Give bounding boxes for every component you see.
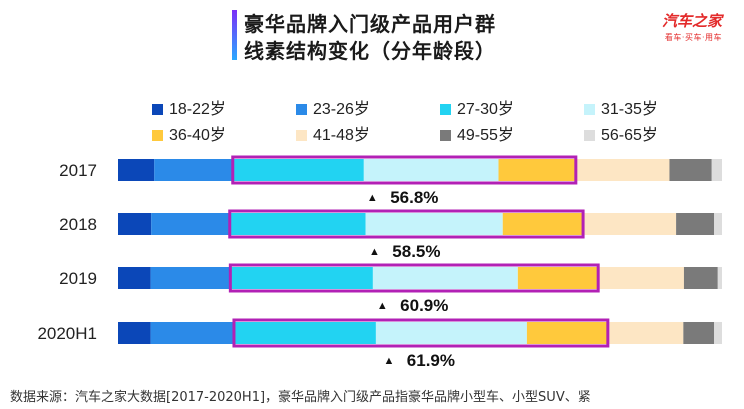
bar-segment — [717, 267, 722, 289]
bar-segment — [154, 159, 233, 181]
bar-segment — [575, 159, 670, 181]
bar-segment — [150, 322, 234, 344]
bar-segment — [229, 213, 366, 235]
legend-label: 41-48岁 — [313, 126, 370, 144]
legend-swatch — [584, 130, 595, 141]
highlight-frame — [231, 155, 578, 185]
category-label: 2019 — [59, 269, 97, 288]
bar-segment — [711, 159, 722, 181]
data-source-note: 数据来源：汽车之家大数据[2017-2020H1]，豪华品牌入门级产品指豪华品牌… — [10, 390, 591, 405]
bar-segment — [714, 213, 722, 235]
annotation-value: 56.8% — [390, 188, 438, 207]
autohome-logo: 汽车之家 看车·买车·用车 — [662, 10, 722, 43]
legend-label: 56-65岁 — [601, 126, 658, 144]
legend-swatch — [584, 104, 595, 115]
bar-segment — [150, 267, 231, 289]
annotation-marker: ▲ — [377, 300, 388, 312]
bar-segment — [118, 322, 151, 344]
legend-swatch — [440, 104, 451, 115]
category-label: 2017 — [59, 161, 97, 180]
legend-swatch — [152, 130, 163, 141]
bar-segment — [365, 213, 503, 235]
bar-segment — [683, 322, 715, 344]
bar-segment — [607, 322, 684, 344]
bar-segment — [118, 159, 155, 181]
legend-swatch — [440, 130, 451, 141]
legend-swatch — [152, 104, 163, 115]
title-accent-bar — [232, 10, 237, 60]
annotation-marker: ▲ — [367, 192, 378, 204]
bar-segment — [714, 322, 722, 344]
category-label: 2020H1 — [37, 324, 97, 343]
bar-segment — [375, 322, 527, 344]
bar-segment — [118, 213, 152, 235]
title-line-1: 豪华品牌入门级产品用户群 — [244, 12, 496, 36]
legend-label: 18-22岁 — [169, 100, 226, 118]
highlight-frame — [232, 318, 610, 348]
logo-tagline: 看车·买车·用车 — [664, 33, 722, 42]
stacked-bar-chart: 18-22岁 23-26岁 27-30岁 31-35岁 36-40岁 41-48岁 49-5… — [37, 100, 722, 370]
bar-segment — [233, 322, 376, 344]
bar-segment — [583, 213, 677, 235]
annotation-value: 61.9% — [407, 351, 455, 370]
bar-segment — [669, 159, 712, 181]
bar-segment — [232, 159, 364, 181]
highlight-frame — [228, 209, 585, 239]
legend-label: 49-55岁 — [457, 126, 514, 144]
category-label: 2018 — [59, 215, 97, 234]
annotation-value: 58.5% — [392, 242, 440, 261]
bar-segment — [502, 213, 584, 235]
bar-segment — [498, 159, 576, 181]
bar-segment — [676, 213, 715, 235]
legend-swatch — [296, 130, 307, 141]
annotation-marker: ▲ — [369, 246, 380, 258]
annotation-value: 60.9% — [400, 296, 448, 315]
legend-label: 23-26岁 — [313, 100, 370, 118]
legend-label: 31-35岁 — [601, 100, 658, 118]
bar-segment — [372, 267, 518, 289]
bar-segment — [118, 267, 151, 289]
legend-label: 36-40岁 — [169, 126, 226, 144]
bar-segment — [683, 267, 718, 289]
logo-name: 汽车之家 — [661, 12, 722, 30]
legend-label: 27-30岁 — [457, 100, 514, 118]
bar-segment — [151, 213, 230, 235]
legend-swatch — [296, 104, 307, 115]
title-line-2: 线素结构变化（分年龄段） — [244, 39, 496, 63]
highlight-frame — [228, 263, 600, 293]
bar-segment — [363, 159, 499, 181]
bar-segment — [230, 267, 373, 289]
bar-segment — [517, 267, 599, 289]
bar-segment — [526, 322, 608, 344]
bar-segment — [598, 267, 684, 289]
annotation-marker: ▲ — [383, 355, 394, 367]
